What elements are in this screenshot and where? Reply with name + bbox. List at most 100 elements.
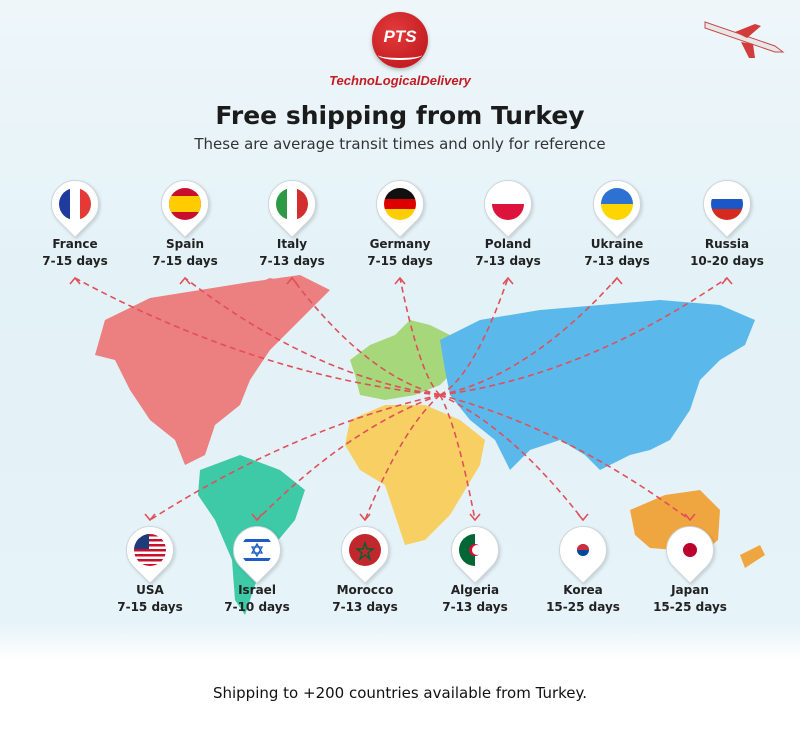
route-usa: [149, 394, 441, 521]
arrowhead-icon: [611, 276, 623, 285]
route-germany: [399, 277, 441, 396]
country-name: Poland: [484, 237, 532, 251]
pin-marker: [693, 170, 761, 238]
transit-days: 7-13 days: [475, 254, 541, 268]
route-korea: [439, 394, 584, 521]
russia-flag-icon: [711, 188, 743, 220]
transit-days: 7-13 days: [584, 254, 650, 268]
pin-marker: [258, 170, 326, 238]
arrowhead-icon: [502, 276, 514, 285]
pin-spain: Spain 7-15 days: [130, 170, 240, 270]
italy-flag-icon: [276, 188, 308, 220]
country-name: Germany: [369, 237, 431, 251]
arrowhead-icon: [469, 513, 481, 522]
pin-marker: [41, 170, 109, 238]
arrowhead-icon: [577, 513, 589, 522]
continent-north-america: [95, 275, 330, 465]
pin-italy: Italy 7-13 days: [237, 170, 347, 270]
transit-days: 7-15 days: [367, 254, 433, 268]
arrowhead-icon: [144, 513, 156, 522]
morocco-flag-icon: [349, 534, 381, 566]
arrowhead-icon: [359, 513, 371, 522]
continent-africa: [345, 405, 485, 545]
route-japan: [439, 394, 691, 521]
pin-marker: [474, 170, 542, 238]
spain-flag-icon: [169, 188, 201, 220]
transit-days: 7-15 days: [42, 254, 108, 268]
pin-marker: [656, 516, 724, 584]
country-name: Morocco: [336, 583, 394, 597]
pin-marker: [366, 170, 434, 238]
route-spain: [184, 277, 441, 396]
algeria-flag-icon: [459, 534, 491, 566]
arrowhead-icon: [394, 276, 406, 285]
pin-korea: Korea 15-25 days: [528, 516, 638, 616]
pin-marker: [331, 516, 399, 584]
pin-marker: [223, 516, 291, 584]
brand-tagline: TechnoLogicalDelivery: [329, 73, 471, 88]
transit-days: 15-25 days: [653, 600, 727, 614]
arrowhead-icon: [69, 276, 81, 285]
page-title: Free shipping from Turkey: [215, 101, 585, 130]
usa-flag-icon: [134, 534, 166, 566]
airplane-icon: [704, 21, 785, 58]
korea-flag-icon: [567, 534, 599, 566]
transit-days: 7-10 days: [224, 600, 290, 614]
route-algeria: [439, 394, 476, 521]
poland-flag-icon: [492, 188, 524, 220]
ukraine-flag-icon: [601, 188, 633, 220]
continent-asia: [440, 300, 755, 470]
route-poland: [439, 277, 509, 396]
japan-flag-icon: [674, 534, 706, 566]
country-name: France: [52, 237, 98, 251]
transit-days: 7-15 days: [117, 600, 183, 614]
country-name: Korea: [563, 583, 603, 597]
country-name: USA: [136, 583, 164, 597]
pin-france: France 7-15 days: [20, 170, 130, 270]
israel-flag-icon: [241, 534, 273, 566]
logo-text: PTS: [383, 27, 417, 46]
pin-japan: Japan 15-25 days: [635, 516, 745, 616]
pin-marker: [549, 516, 617, 584]
arrowhead-icon: [721, 276, 733, 285]
route-morocco: [364, 394, 441, 521]
pin-marker: [151, 170, 219, 238]
pin-marker: [583, 170, 651, 238]
pin-morocco: Morocco 7-13 days: [310, 516, 420, 616]
country-name: Algeria: [450, 583, 500, 597]
pin-ukraine: Ukraine 7-13 days: [562, 170, 672, 270]
arrowhead-icon: [179, 276, 191, 285]
route-italy: [291, 277, 441, 396]
transit-days: 10-20 days: [690, 254, 764, 268]
pin-russia: Russia 10-20 days: [672, 170, 782, 270]
country-name: Italy: [276, 237, 308, 251]
pin-algeria: Algeria 7-13 days: [420, 516, 530, 616]
arrowhead-icon: [286, 276, 298, 285]
route-ukraine: [439, 277, 618, 396]
arrowhead-icon: [684, 513, 696, 522]
pin-poland: Poland 7-13 days: [453, 170, 563, 270]
footer-note: Shipping to +200 countries available fro…: [212, 684, 588, 702]
page-subtitle: These are average transit times and only…: [194, 135, 606, 153]
pts-logo: PTS: [372, 12, 428, 68]
pin-marker: [116, 516, 184, 584]
transit-days: 7-13 days: [442, 600, 508, 614]
country-name: Spain: [166, 237, 204, 251]
transit-days: 7-13 days: [332, 600, 398, 614]
shipping-routes: [69, 276, 733, 522]
germany-flag-icon: [384, 188, 416, 220]
france-flag-icon: [59, 188, 91, 220]
country-name: Japan: [671, 583, 709, 597]
pin-marker: [441, 516, 509, 584]
transit-days: 7-13 days: [259, 254, 325, 268]
pin-germany: Germany 7-15 days: [345, 170, 455, 270]
continent-europe: [350, 320, 460, 400]
country-name: Russia: [704, 237, 750, 251]
pin-usa: USA 7-15 days: [95, 516, 205, 616]
country-name: Israel: [238, 583, 276, 597]
logo-swoosh: [378, 50, 422, 60]
route-france: [74, 277, 441, 396]
transit-days: 15-25 days: [546, 600, 620, 614]
country-name: Ukraine: [590, 237, 644, 251]
